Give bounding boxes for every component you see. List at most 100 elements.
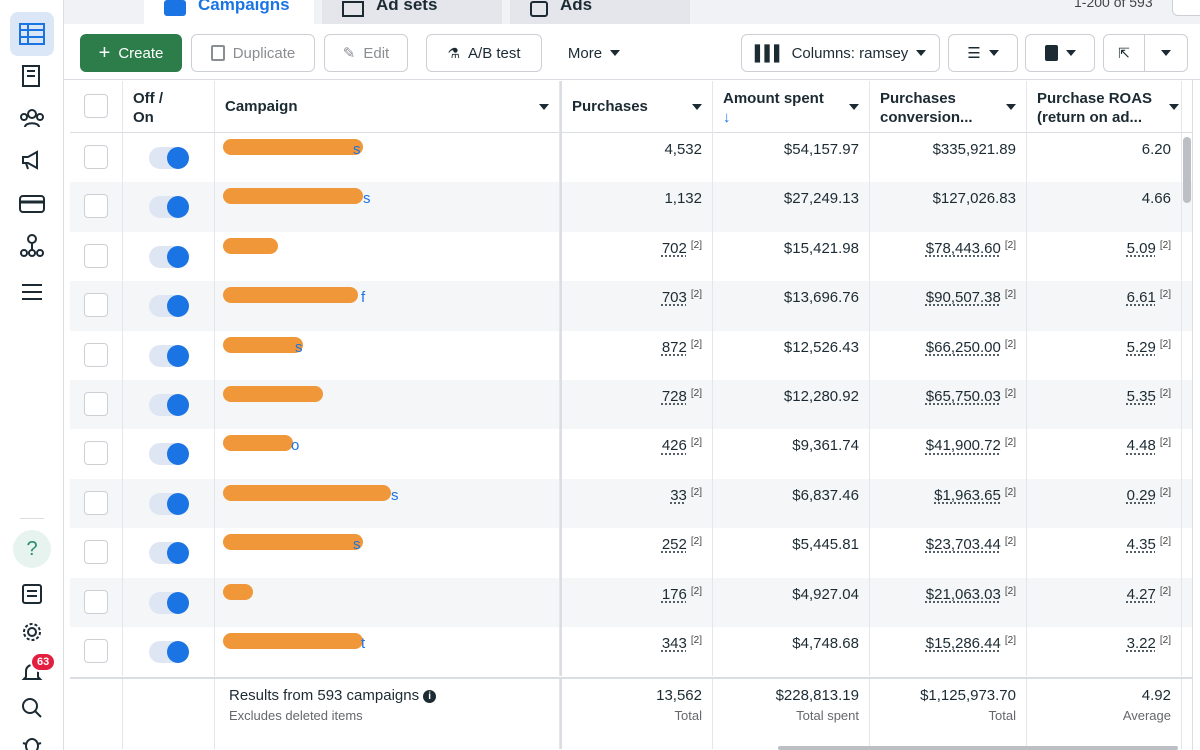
vertical-scrollbar[interactable] xyxy=(1183,137,1191,203)
campaign-on-toggle[interactable] xyxy=(149,344,189,367)
campaign-name-link[interactable]: t xyxy=(361,635,366,652)
campaign-name-cell[interactable]: s xyxy=(215,133,560,183)
conversion-value-cell: $21,063.03 [2] xyxy=(870,577,1027,627)
reports-button[interactable] xyxy=(1025,34,1095,72)
campaign-name-cell[interactable]: t xyxy=(215,627,560,677)
campaign-on-toggle[interactable] xyxy=(149,196,189,219)
duplicate-button[interactable]: Duplicate xyxy=(191,34,315,72)
campaign-name-link[interactable]: s xyxy=(363,190,371,208)
campaign-on-toggle[interactable] xyxy=(149,591,189,614)
campaign-on-toggle[interactable] xyxy=(149,443,189,466)
ab-test-button[interactable]: ⚗ A/B test xyxy=(426,34,542,72)
search-icon[interactable] xyxy=(16,692,48,724)
row-checkbox[interactable] xyxy=(84,490,108,515)
row-checkbox[interactable] xyxy=(84,639,108,663)
row-checkbox[interactable] xyxy=(84,145,108,169)
columns-button[interactable]: ▌▌▌ Columns: ramsey xyxy=(741,34,940,72)
bug-report-icon[interactable] xyxy=(16,728,48,750)
chevron-down-icon xyxy=(610,50,621,56)
header-conversion[interactable]: Purchases conversion... xyxy=(870,81,1027,133)
row-checkbox[interactable] xyxy=(84,540,108,565)
pagination-buttons[interactable] xyxy=(1172,0,1200,16)
footnote-marker: [2] xyxy=(1004,437,1016,449)
row-checkbox[interactable] xyxy=(84,342,108,367)
table-row[interactable]: o 426 [2] $9,361.74 $41,900.72 [2] 4.48 [2] xyxy=(70,429,1200,479)
campaign-name-cell[interactable]: f xyxy=(215,281,560,331)
campaign-name-link[interactable]: s xyxy=(295,338,303,356)
tab-ads-label: Ads xyxy=(560,0,593,14)
footnote-marker: [2] xyxy=(1004,239,1016,251)
campaign-name-cell[interactable]: s xyxy=(215,478,560,529)
table-row[interactable]: s 872 [2] $12,526.43 $66,250.00 [2] 5.29 [2] xyxy=(70,330,1200,380)
tab-ad-sets[interactable]: Ad sets xyxy=(322,0,502,24)
footer-spent-sub: Total spent xyxy=(796,708,859,723)
settings-gear-icon[interactable] xyxy=(16,616,48,648)
table-row[interactable]: s 1,132 $27,249.13 $127,026.83 4.66 xyxy=(70,182,1200,232)
footnote-marker: [2] xyxy=(690,585,702,597)
news-icon[interactable] xyxy=(16,578,48,610)
campaign-name-cell[interactable] xyxy=(215,231,560,282)
campaign-name-cell[interactable]: o xyxy=(215,429,560,479)
table-row[interactable]: t 343 [2] $4,748.68 $15,286.44 [2] 3.22 [2] xyxy=(70,627,1200,677)
row-checkbox[interactable] xyxy=(84,589,108,614)
amount-spent-cell: $4,748.68 xyxy=(713,627,870,677)
header-purchases[interactable]: Purchases xyxy=(560,81,713,133)
tab-ads[interactable]: Ads xyxy=(510,0,690,24)
table-row[interactable]: 702 [2] $15,421.98 $78,443.60 [2] 5.09 [2] xyxy=(70,231,1200,282)
campaign-on-toggle[interactable] xyxy=(149,394,189,416)
table-row[interactable]: 176 [2] $4,927.04 $21,063.03 [2] 4.27 [2] xyxy=(70,577,1200,627)
campaign-on-toggle[interactable] xyxy=(149,147,189,169)
table-row[interactable]: s 252 [2] $5,445.81 $23,703.44 [2] 4.35 [2] xyxy=(70,528,1200,578)
campaign-name-cell[interactable]: s xyxy=(215,330,560,380)
row-checkbox[interactable] xyxy=(84,441,108,466)
footer-results-text: Results from 593 campaigns xyxy=(229,687,420,704)
help-icon[interactable]: ? xyxy=(13,530,51,568)
table-row[interactable]: f 703 [2] $13,696.76 $90,507.38 [2] 6.61 [2] xyxy=(70,281,1200,331)
menu-icon[interactable] xyxy=(16,276,48,308)
campaign-on-toggle[interactable] xyxy=(149,641,189,663)
campaign-name-link[interactable]: s xyxy=(353,141,361,158)
campaign-name-cell[interactable] xyxy=(215,577,560,627)
audiences-icon[interactable] xyxy=(16,102,48,134)
row-checkbox[interactable] xyxy=(84,392,108,416)
toggle-knob xyxy=(167,147,189,169)
row-checkbox[interactable] xyxy=(84,293,108,318)
megaphone-icon[interactable] xyxy=(16,144,48,176)
export-button[interactable]: ⇱ xyxy=(1103,34,1145,72)
table-row[interactable]: s 33 [2] $6,837.46 $1,963.65 [2] 0.29 [2] xyxy=(70,478,1200,529)
business-network-icon[interactable] xyxy=(16,230,48,262)
horizontal-scrollbar[interactable] xyxy=(778,746,1178,750)
table-row[interactable]: s 4,532 $54,157.97 $335,921.89 6.20 xyxy=(70,133,1200,183)
breakdown-button[interactable]: ☰ xyxy=(948,34,1018,72)
header-campaign[interactable]: Campaign xyxy=(215,81,560,133)
export-menu-button[interactable] xyxy=(1144,34,1188,72)
tab-campaigns[interactable]: Campaigns xyxy=(144,0,314,24)
more-button[interactable]: More xyxy=(554,34,634,72)
table-row[interactable]: 728 [2] $12,280.92 $65,750.03 [2] 5.35 [2] xyxy=(70,380,1200,430)
campaign-name-cell[interactable] xyxy=(215,380,560,430)
header-roas[interactable]: Purchase ROAS (return on ad... xyxy=(1027,81,1182,133)
info-icon[interactable]: i xyxy=(423,690,437,703)
campaign-on-toggle[interactable] xyxy=(149,492,189,515)
campaign-name-cell[interactable]: s xyxy=(215,528,560,578)
header-amount-spent[interactable]: Amount spent ↓ xyxy=(713,81,870,133)
campaign-name-link[interactable]: o xyxy=(291,437,300,455)
campaign-name-link[interactable]: s xyxy=(353,536,361,554)
billing-card-icon[interactable] xyxy=(16,188,48,220)
edit-button[interactable]: ✎ Edit xyxy=(324,34,408,72)
campaign-name-link[interactable]: f xyxy=(361,289,366,307)
row-checkbox[interactable] xyxy=(84,243,108,268)
row-toggle-cell xyxy=(123,478,215,529)
campaign-on-toggle[interactable] xyxy=(149,542,189,565)
campaigns-table-icon[interactable] xyxy=(10,12,54,56)
campaign-name-link[interactable]: s xyxy=(391,486,399,504)
campaign-name-cell[interactable]: s xyxy=(215,182,560,232)
external-link-icon: ⇱ xyxy=(1118,44,1130,61)
create-button[interactable]: + Create xyxy=(80,34,182,72)
footer-conversion-total: $1,125,973.70 xyxy=(920,687,1016,704)
select-all-checkbox[interactable] xyxy=(84,94,108,118)
campaign-on-toggle[interactable] xyxy=(149,245,189,268)
pages-icon[interactable] xyxy=(16,60,48,92)
row-checkbox[interactable] xyxy=(84,194,108,219)
campaign-on-toggle[interactable] xyxy=(149,295,189,318)
